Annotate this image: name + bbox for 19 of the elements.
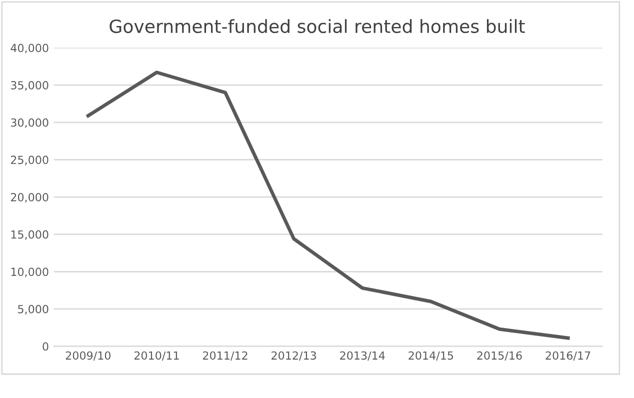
x-tick-label: 2010/11: [134, 351, 179, 361]
y-tick-label: 20,000: [10, 192, 48, 203]
x-tick-label: 2009/10: [66, 351, 111, 361]
x-tick-label: 2012/13: [272, 351, 316, 361]
x-tick-label: 2011/12: [203, 351, 248, 361]
x-tick-label: 2014/15: [408, 351, 454, 361]
x-tick-label: 2013/14: [340, 351, 385, 361]
line-series: [86, 70, 570, 340]
y-tick-label: 15,000: [11, 230, 48, 240]
y-tick-label: 10,000: [11, 268, 48, 278]
x-tick-label: 2015/16: [477, 351, 522, 361]
y-tick-label: 30,000: [11, 118, 48, 128]
y-tick-label: 25,000: [10, 156, 48, 166]
y-tick-label: 40,000: [10, 44, 48, 54]
y-tick-label: 0: [42, 342, 48, 351]
y-tick-label: 35,000: [11, 81, 48, 91]
chart-title: Government-funded social rented homes built: [110, 19, 525, 34]
y-tick-label: 5,000: [18, 304, 48, 314]
x-tick-label: 2016/17: [546, 351, 590, 361]
